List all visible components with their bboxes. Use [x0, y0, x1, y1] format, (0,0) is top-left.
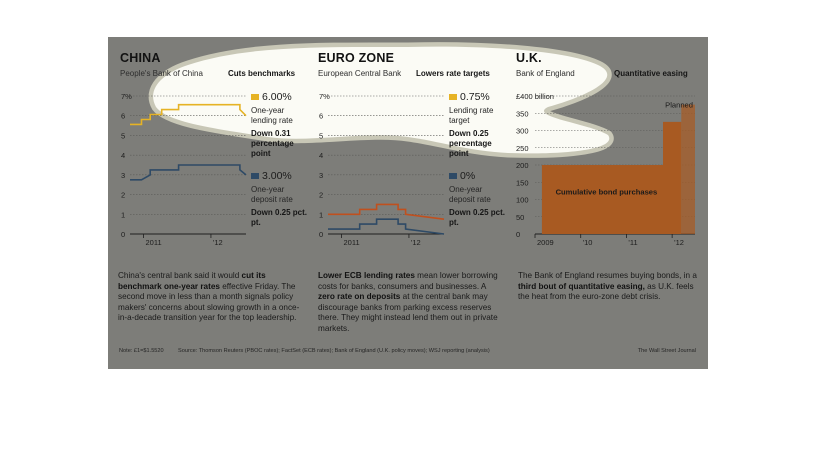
china-chart: 7% 6 5 4 3 2 1 0 2011 '12 — [121, 92, 247, 247]
uk-y-tick-label: 100 — [516, 196, 529, 205]
paragraph-run: as U.K. feels the heat from the euro-zon… — [518, 281, 694, 302]
china-lending-value-text: 6.00% — [262, 91, 292, 103]
footer-note: Note: £1=$1.5520 — [119, 348, 164, 354]
uk-planned-label: Planned — [665, 101, 693, 110]
china-deposit-label: One-year deposit rate — [251, 185, 293, 204]
eurozone-deposit-swatch — [449, 173, 457, 179]
paragraph-run: cut its benchmark one-year rates — [118, 271, 266, 291]
china-subtitle: People's Bank of China — [120, 69, 203, 78]
china-lending-change: Down 0.31 percentage point — [251, 129, 294, 158]
china-lending-value: 6.00% — [251, 91, 292, 103]
china-lending-label: One-year lending rate — [251, 106, 293, 125]
paragraph-run: third bout of quantitative easing, — [518, 281, 645, 291]
china-deposit-change: Down 0.25 pct. pt. — [251, 208, 308, 227]
eurozone-deposit-change: Down 0.25 pct. pt. — [449, 208, 506, 227]
china-y-tick-label: 5 — [121, 131, 125, 140]
uk-y-tick-label: 350 — [516, 109, 529, 118]
eurozone-y-tick-label: 2 — [319, 191, 323, 200]
paragraph-run: Lower ECB lending rates — [318, 271, 415, 280]
uk-x-tick-label: '10 — [583, 238, 593, 247]
uk-y-tick-label: £400 billion — [516, 92, 554, 101]
eurozone-y-tick-label: 5 — [319, 131, 323, 140]
highlight-fill — [153, 46, 610, 154]
china-y-tick-label: 0 — [121, 230, 125, 239]
eurozone-lending-label: Lending rate target — [449, 106, 494, 125]
eurozone-headline: Lowers rate targets — [416, 69, 490, 78]
uk-y-tick-label: 0 — [516, 230, 520, 239]
infographic: CHINA People's Bank of China Cuts benchm… — [108, 37, 708, 369]
china-y-tick-label: 1 — [121, 210, 125, 219]
china-series-deposit-line — [130, 164, 247, 181]
paragraph-run: mean lower borrowing costs for banks, co… — [318, 271, 498, 291]
eurozone-lending-change: Down 0.25 percentage point — [449, 129, 492, 158]
china-x-tick-label: '12 — [213, 238, 223, 247]
uk-headline: Quantitative easing — [614, 69, 688, 78]
china-y-tick-label: 6 — [121, 112, 125, 121]
eurozone-y-tick-label: 3 — [319, 171, 323, 180]
eurozone-x-tick-label: 2011 — [343, 238, 359, 247]
eurozone-lending-value: 0.75% — [449, 91, 490, 103]
china-lending-swatch — [251, 94, 259, 100]
eurozone-lending-swatch — [449, 94, 457, 100]
uk-y-tick-label: 50 — [516, 213, 524, 222]
china-title: CHINA — [120, 51, 161, 65]
china-y-tick-label: 3 — [121, 171, 125, 180]
eurozone-subtitle: European Central Bank — [318, 69, 402, 78]
china-paragraph: China's central bank said it would cut i… — [118, 271, 304, 324]
paragraph-run: effective Friday. The second move in les… — [118, 281, 300, 323]
charts-layer: 7% 6 5 4 3 2 1 0 2011 '12 7% 6 5 4 3 2 1 0 2011 '12 £400 b… — [121, 92, 695, 247]
china-x-tick-label: 2011 — [145, 238, 161, 247]
uk-x-tick-label: 2009 — [537, 238, 554, 247]
china-y-tick-label: 7% — [121, 92, 132, 101]
uk-subtitle: Bank of England — [516, 69, 575, 78]
eurozone-chart: 7% 6 5 4 3 2 1 0 2011 '12 — [319, 92, 445, 247]
eurozone-y-tick-label: 0 — [319, 230, 323, 239]
eurozone-series-lending-line — [328, 203, 445, 220]
eurozone-deposit-value-text: 0% — [460, 170, 476, 182]
eurozone-y-tick-label: 4 — [319, 151, 323, 160]
uk-bond-purchases-area — [535, 121, 682, 234]
eurozone-y-tick-label: 1 — [319, 210, 323, 219]
eurozone-deposit-value: 0% — [449, 170, 475, 182]
footer-sources: Source: Thomson Reuters (PBOC rates); Fa… — [178, 348, 490, 354]
china-headline: Cuts benchmarks — [228, 69, 296, 78]
eurozone-paragraph: Lower ECB lending rates mean lower borro… — [318, 271, 504, 335]
uk-area-label: Cumulative bond purchases — [556, 187, 658, 196]
uk-y-tick-label: 150 — [516, 178, 529, 187]
china-deposit-value-text: 3.00% — [262, 170, 292, 182]
uk-x-tick-label: '12 — [674, 238, 684, 247]
uk-y-tick-label: 300 — [516, 127, 529, 136]
paragraph-run: The Bank of England resumes buying bonds… — [518, 271, 697, 280]
china-series-lending-line — [130, 103, 247, 126]
china-y-tick-label: 4 — [121, 151, 125, 160]
china-deposit-swatch — [251, 173, 259, 179]
paragraph-run: zero rate on deposits — [318, 292, 401, 302]
eurozone-y-tick-label: 7% — [319, 92, 330, 101]
paragraph-run: China's central bank said it would — [118, 271, 242, 280]
paragraph-run: at the central bank may discourage banks… — [318, 292, 498, 333]
uk-paragraph: The Bank of England resumes buying bonds… — [518, 271, 704, 303]
highlight-shape — [148, 42, 614, 158]
uk-y-tick-label: 200 — [516, 161, 529, 170]
uk-planned-area — [681, 104, 695, 234]
footer-credit: The Wall Street Journal — [637, 348, 696, 354]
eurozone-series-deposit-line — [328, 218, 445, 235]
uk-x-tick-label: '11 — [628, 238, 637, 247]
uk-chart: £400 billion 350 300 250 200 150 100 50 0 2009 '10… — [516, 92, 695, 247]
eurozone-x-tick-label: '12 — [411, 238, 421, 247]
uk-y-tick-label: 250 — [516, 144, 529, 153]
eurozone-y-tick-label: 6 — [319, 112, 323, 121]
uk-title: U.K. — [516, 51, 542, 65]
eurozone-title: EURO ZONE — [318, 51, 395, 65]
china-y-tick-label: 2 — [121, 191, 125, 200]
eurozone-deposit-label: One-year deposit rate — [449, 185, 491, 204]
china-deposit-value: 3.00% — [251, 170, 292, 182]
eurozone-lending-value-text: 0.75% — [460, 91, 490, 103]
